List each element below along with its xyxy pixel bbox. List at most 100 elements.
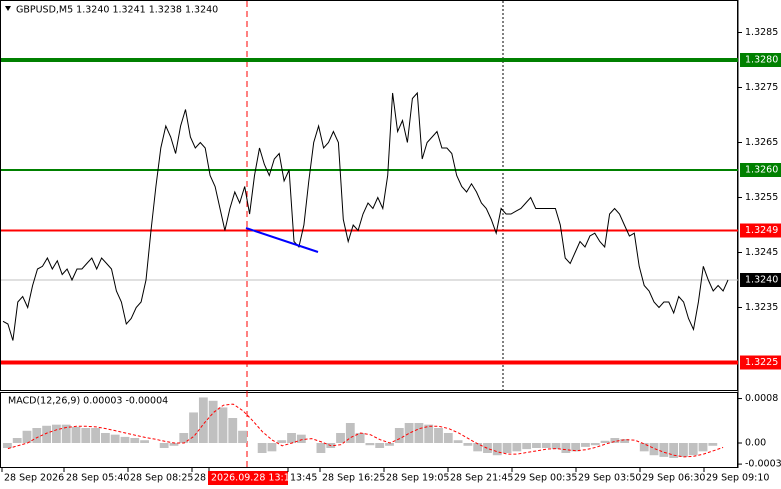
macd-bar xyxy=(100,433,110,443)
macd-bar xyxy=(169,443,179,446)
signal-line xyxy=(7,403,724,458)
macd-bar xyxy=(71,426,81,443)
level-label: 1.3225 xyxy=(745,357,778,368)
level-tag xyxy=(740,273,781,287)
macd-bar xyxy=(669,443,679,458)
y-tick-label: 1.3285 xyxy=(745,27,778,38)
macd-bar xyxy=(277,440,287,443)
level-label: 1.3249 xyxy=(745,225,778,236)
x-tick-label: 13:45 xyxy=(290,473,317,484)
macd-bar xyxy=(316,443,326,453)
macd-bar xyxy=(600,440,610,443)
macd-bar xyxy=(198,397,208,443)
macd-bar xyxy=(120,436,130,443)
macd-bar xyxy=(551,443,561,450)
level-label: 1.3280 xyxy=(745,55,778,66)
y-tick-label: 1.3275 xyxy=(745,82,778,93)
x-tick-label: 28 Sep 08:25 xyxy=(130,473,193,484)
macd-bar xyxy=(257,443,267,453)
macd-bar xyxy=(296,434,306,443)
macd-bar xyxy=(659,443,669,457)
macd-bar xyxy=(434,428,443,443)
x-tick-label: 28 Sep 05:40 xyxy=(66,473,129,484)
macd-bar xyxy=(679,443,688,457)
macd-bar xyxy=(355,433,365,443)
macd-bar xyxy=(620,439,630,443)
macd-bar xyxy=(649,443,659,456)
x-tick-label: 29 Sep 00:35 xyxy=(514,473,577,484)
y-tick-label: 1.3245 xyxy=(745,247,778,258)
macd-bar xyxy=(404,423,414,443)
y-tick-label: 1.3255 xyxy=(745,192,778,203)
macd-title: MACD(12,26,9) 0.00003 -0.00004 xyxy=(8,396,168,407)
x-tick-label: 29 Sep 06:30 xyxy=(642,473,705,484)
macd-bar xyxy=(483,443,492,453)
macd-bar xyxy=(130,438,140,443)
macd-bar xyxy=(698,443,708,452)
level-tag xyxy=(740,53,781,67)
macd-bar xyxy=(541,443,551,448)
macd-bar xyxy=(61,424,71,443)
macd-bar xyxy=(473,443,483,452)
macd-bar xyxy=(179,433,189,443)
x-tick-label: 28 Sep 21:45 xyxy=(450,473,513,484)
macd-bar xyxy=(189,412,198,443)
macd-bar xyxy=(463,443,473,446)
chart-title: GBPUSD,M5 1.3240 1.3241 1.3238 1.3240 xyxy=(16,5,218,16)
macd-bar xyxy=(502,443,512,453)
macd-bar xyxy=(512,443,522,452)
level-tag xyxy=(740,223,781,238)
macd-bar xyxy=(365,443,375,446)
trend-line xyxy=(245,227,319,253)
macd-bar xyxy=(639,443,649,452)
macd-bar xyxy=(424,424,434,443)
macd-bar xyxy=(532,443,541,448)
x-tick-label: 29 Sep 03:50 xyxy=(578,473,641,484)
menu-arrow[interactable] xyxy=(5,6,11,11)
macd-bar xyxy=(208,400,218,443)
macd-bar xyxy=(571,443,581,452)
macd-bar xyxy=(32,428,42,443)
macd-bar xyxy=(375,443,385,448)
macd-bar xyxy=(561,443,571,453)
cursor-time-tag xyxy=(208,471,288,485)
macd-bar xyxy=(140,440,149,443)
macd-bar xyxy=(610,438,620,443)
macd-bar xyxy=(414,423,424,443)
macd-bar xyxy=(238,430,247,443)
y-tick-label: -0.00038 xyxy=(745,459,781,470)
macd-bar xyxy=(81,428,91,443)
y-tick-label: 0.0008 xyxy=(745,393,778,404)
macd-bar xyxy=(110,434,120,443)
y-tick-label: 0.00 xyxy=(745,438,766,449)
macd-bar xyxy=(453,440,463,443)
x-tick-label: 28 Sep 19:05 xyxy=(386,473,449,484)
macd-bar xyxy=(218,407,228,443)
x-tick-label: 28 xyxy=(194,473,206,484)
macd-bar xyxy=(522,443,532,450)
macd-bar xyxy=(228,418,238,443)
macd-bar xyxy=(492,443,502,456)
macd-bar xyxy=(51,424,61,443)
macd-bar xyxy=(581,443,590,447)
y-tick-label: 1.3235 xyxy=(745,302,778,313)
macd-bar xyxy=(708,443,718,446)
y-tick-label: 1.3265 xyxy=(745,137,778,148)
macd-bar xyxy=(287,433,296,443)
macd-bar xyxy=(267,443,277,452)
macd-bar xyxy=(91,428,100,443)
macd-bar xyxy=(394,428,404,443)
x-tick-label: 28 Sep 16:25 xyxy=(322,473,385,484)
macd-bar xyxy=(590,443,600,446)
x-tick-label: 28 Sep 2026 xyxy=(4,473,64,484)
macd-bar xyxy=(159,443,169,448)
price-line xyxy=(2,91,729,341)
macd-bar xyxy=(3,443,12,448)
macd-bar xyxy=(688,443,698,456)
level-label: 1.3260 xyxy=(745,165,778,176)
level-label: 1.3240 xyxy=(745,275,778,286)
macd-bar xyxy=(12,438,22,443)
level-tag xyxy=(740,355,781,370)
macd-bar xyxy=(345,423,355,443)
